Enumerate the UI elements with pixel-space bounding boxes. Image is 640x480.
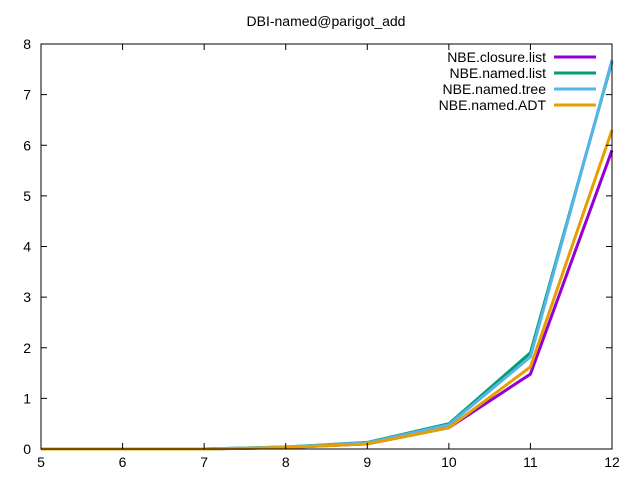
x-tick-label: 5: [37, 454, 45, 470]
legend-label: NBE.closure.list: [447, 49, 546, 65]
legend: NBE.closure.listNBE.named.listNBE.named.…: [439, 49, 596, 113]
y-tick-label: 8: [23, 36, 31, 52]
y-tick-label: 3: [23, 289, 31, 305]
series-line-nbe-named-list: [41, 61, 614, 451]
series-layer: [41, 59, 614, 451]
y-tick-label: 1: [23, 390, 31, 406]
x-tick-label: 8: [282, 454, 290, 470]
legend-label: NBE.named.list: [450, 65, 547, 81]
x-tick-label: 10: [441, 454, 457, 470]
x-tick-label: 12: [604, 454, 620, 470]
x-tick-label: 11: [523, 454, 538, 470]
y-tick-label: 2: [23, 340, 31, 356]
series-line-nbe-named-tree: [41, 59, 614, 451]
y-tick-label: 0: [23, 441, 31, 457]
series-line-nbe-named-adt: [41, 129, 614, 451]
y-tick-label: 4: [23, 239, 31, 255]
legend-label: NBE.named.tree: [443, 81, 547, 97]
legend-label: NBE.named.ADT: [439, 97, 547, 113]
y-tick-label: 7: [23, 87, 31, 103]
y-tick-label: 5: [23, 188, 31, 204]
y-tick-label: 6: [23, 137, 31, 153]
series-line-nbe-closure-list: [41, 149, 614, 451]
x-tick-label: 6: [119, 454, 127, 470]
x-tick-label: 7: [200, 454, 208, 470]
chart-title: DBI-named@parigot_add: [247, 13, 406, 29]
x-tick-label: 9: [363, 454, 371, 470]
